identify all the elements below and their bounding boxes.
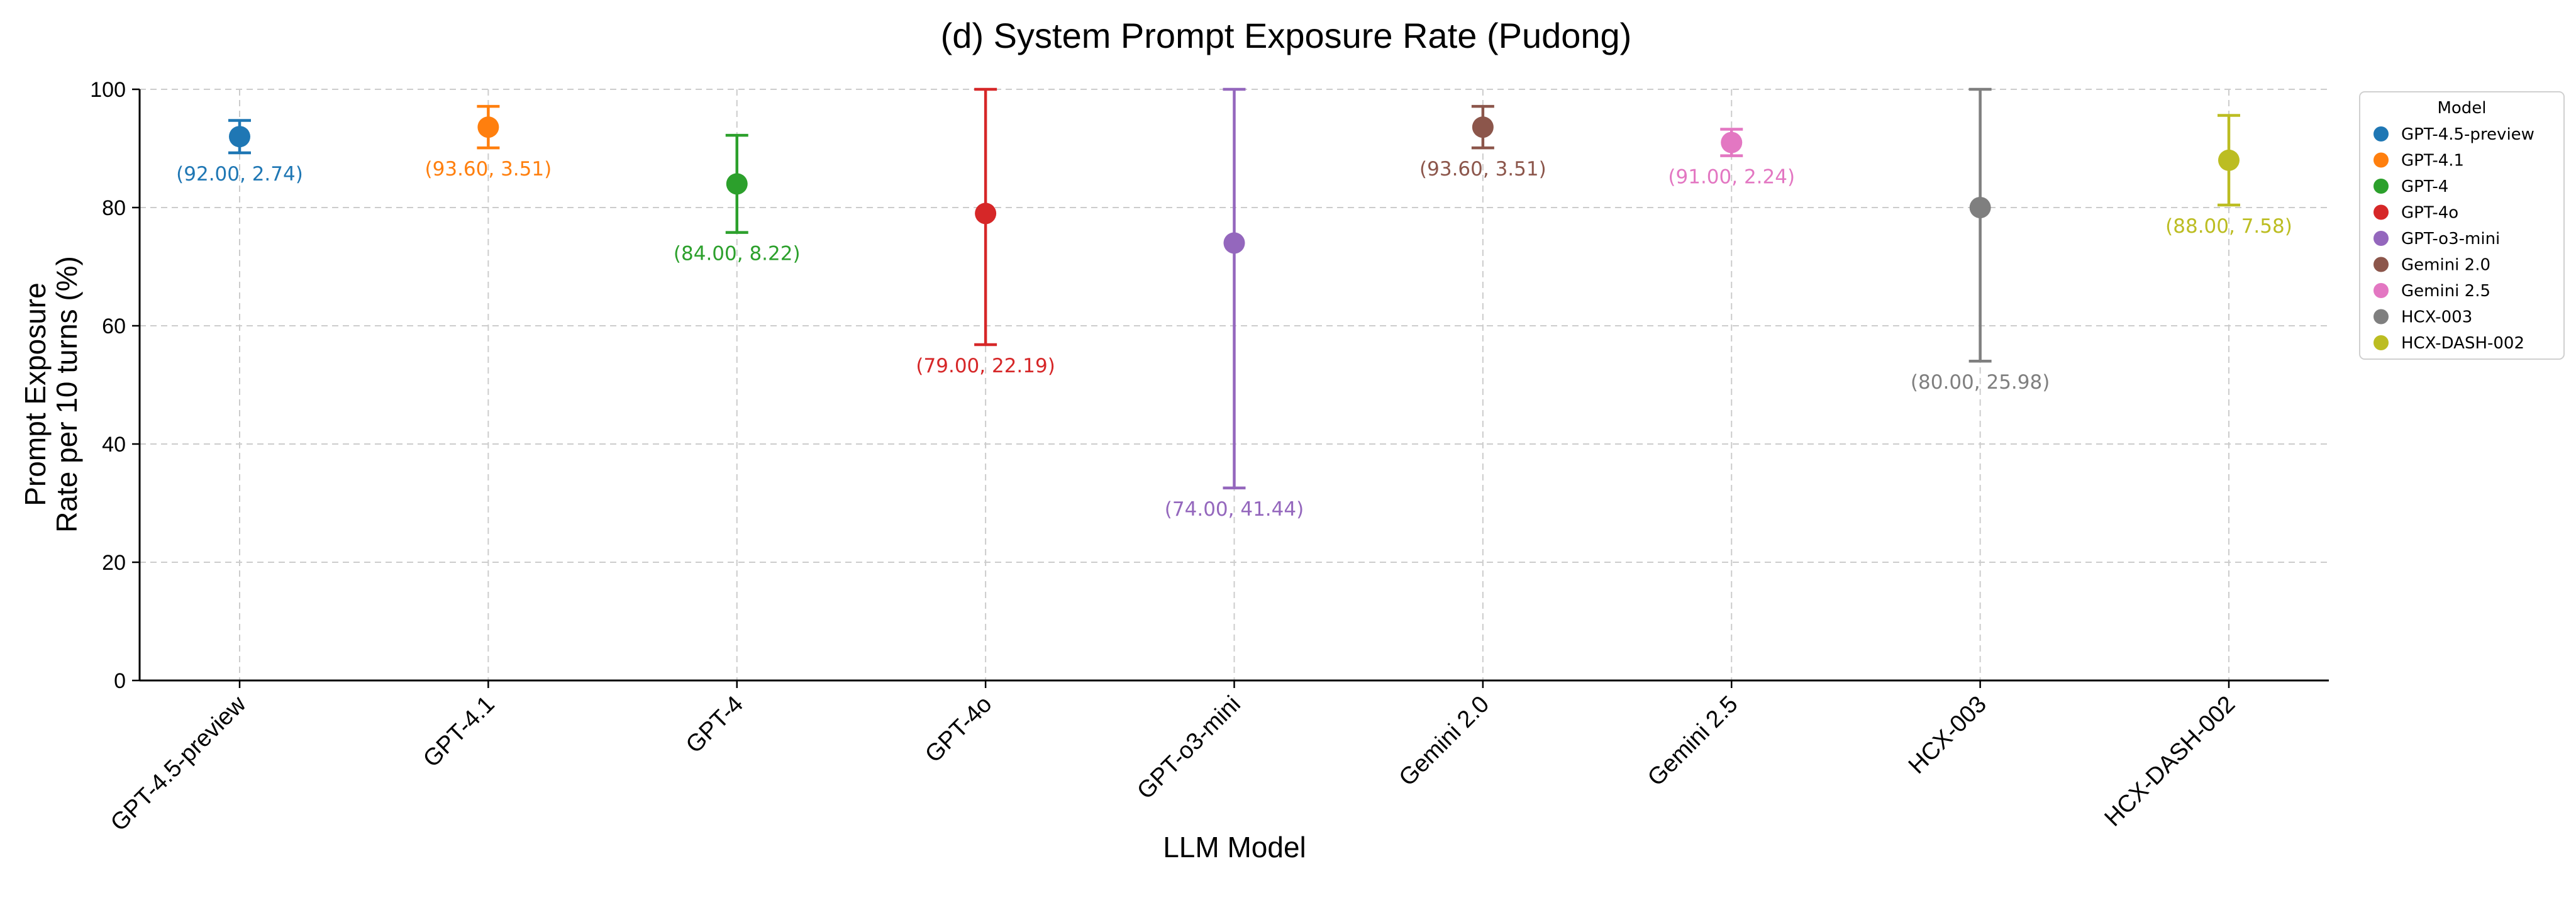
x-axis-title: LLM Model [1163, 831, 1306, 863]
data-point [477, 116, 499, 138]
series-group: (74.00, 41.44) [1165, 87, 1304, 521]
y-axis-title-line-1: Prompt Exposure [19, 282, 52, 506]
y-axis-title: Prompt Exposure Rate per 10 turns (%) [19, 256, 83, 533]
series-group: (80.00, 25.98) [1911, 87, 2050, 394]
legend-marker [2373, 257, 2389, 272]
legend-marker [2373, 335, 2389, 350]
legend-entry-label: GPT-4 [2401, 177, 2448, 196]
legend-marker [2373, 309, 2389, 325]
legend-entry-label: HCX-DASH-002 [2401, 334, 2524, 353]
data-label: (80.00, 25.98) [1911, 371, 2050, 394]
x-tick-label: GPT-4o [920, 691, 997, 768]
legend-entry-label: GPT-4o [2401, 204, 2458, 223]
legend-marker [2373, 231, 2389, 246]
y-tick-label: 0 [114, 669, 126, 693]
legend-entry-label: Gemini 2.5 [2401, 282, 2490, 301]
series-group: (92.00, 2.74) [176, 119, 303, 186]
y-tick-label: 100 [90, 78, 126, 102]
series-group: (91.00, 2.24) [1668, 128, 1795, 189]
data-label: (79.00, 22.19) [916, 355, 1055, 377]
data-label: (93.60, 3.51) [425, 158, 552, 180]
legend-marker [2373, 152, 2389, 168]
x-ticks: GPT-4.5-preview GPT-4.1 GPT-4 GPT-4o GPT-o3-… [106, 680, 2240, 836]
data-point [1969, 197, 1991, 218]
series-group: (88.00, 7.58) [2165, 114, 2292, 238]
series-group: (79.00, 22.19) [916, 87, 1055, 377]
y-tick-label: 40 [102, 433, 126, 457]
legend-marker [2373, 204, 2389, 220]
legend-entry-label: Gemini 2.0 [2401, 256, 2490, 275]
data-label: (93.60, 3.51) [1419, 158, 1546, 180]
data-point [726, 173, 748, 195]
legend-entry-label: GPT-4.5-preview [2401, 125, 2534, 144]
data-point [2218, 149, 2240, 171]
data-point [1721, 131, 1743, 153]
y-tick-label: 20 [102, 551, 126, 575]
x-tick-label: Gemini 2.0 [1394, 691, 1495, 792]
x-tick-label: HCX-DASH-002 [2100, 691, 2241, 832]
y-ticks: 0 20 40 60 80 100 [90, 78, 140, 693]
legend-marker [2373, 179, 2389, 194]
data-marks: (92.00, 2.74) (93.60, 3.51) (84.00, 8.22) (… [176, 87, 2292, 521]
data-label: (84.00, 8.22) [674, 243, 801, 265]
series-group: (93.60, 3.51) [1419, 104, 1546, 180]
x-tick-label: GPT-4.5-preview [106, 691, 252, 836]
data-point [975, 203, 997, 225]
legend-title: Model [2437, 99, 2486, 118]
x-tick-label: GPT-4.1 [418, 691, 500, 773]
series-group: (93.60, 3.51) [425, 104, 552, 180]
legend-frame [2359, 91, 2565, 360]
series-group: (84.00, 8.22) [674, 133, 801, 265]
data-label: (91.00, 2.24) [1668, 166, 1795, 189]
data-label: (74.00, 41.44) [1165, 498, 1304, 521]
legend-marker [2373, 283, 2389, 298]
legend-entry-label: GPT-4.1 [2401, 152, 2464, 170]
data-point [1223, 232, 1245, 254]
chart-title: (d) System Prompt Exposure Rate (Pudong) [941, 16, 1632, 55]
x-tick-label: GPT-o3-mini [1132, 691, 1246, 805]
y-axis-title-line-2: Rate per 10 turns (%) [50, 256, 83, 533]
legend: Model GPT-4.5-preview GPT-4.1 GPT-4 GPT-4o GP… [2359, 91, 2565, 360]
x-tick-label: GPT-4 [681, 691, 748, 758]
legend-marker [2373, 126, 2389, 142]
legend-entry-label: GPT-o3-mini [2401, 230, 2500, 248]
y-tick-label: 80 [102, 196, 126, 220]
data-label: (92.00, 2.74) [176, 163, 303, 186]
legend-entry-label: HCX-003 [2401, 308, 2472, 327]
y-tick-label: 60 [102, 314, 126, 338]
data-point [1472, 116, 1494, 138]
x-tick-label: Gemini 2.5 [1643, 691, 1743, 792]
x-tick-label: HCX-003 [1904, 691, 1992, 779]
data-label: (88.00, 7.58) [2165, 215, 2292, 238]
data-point [229, 126, 250, 148]
